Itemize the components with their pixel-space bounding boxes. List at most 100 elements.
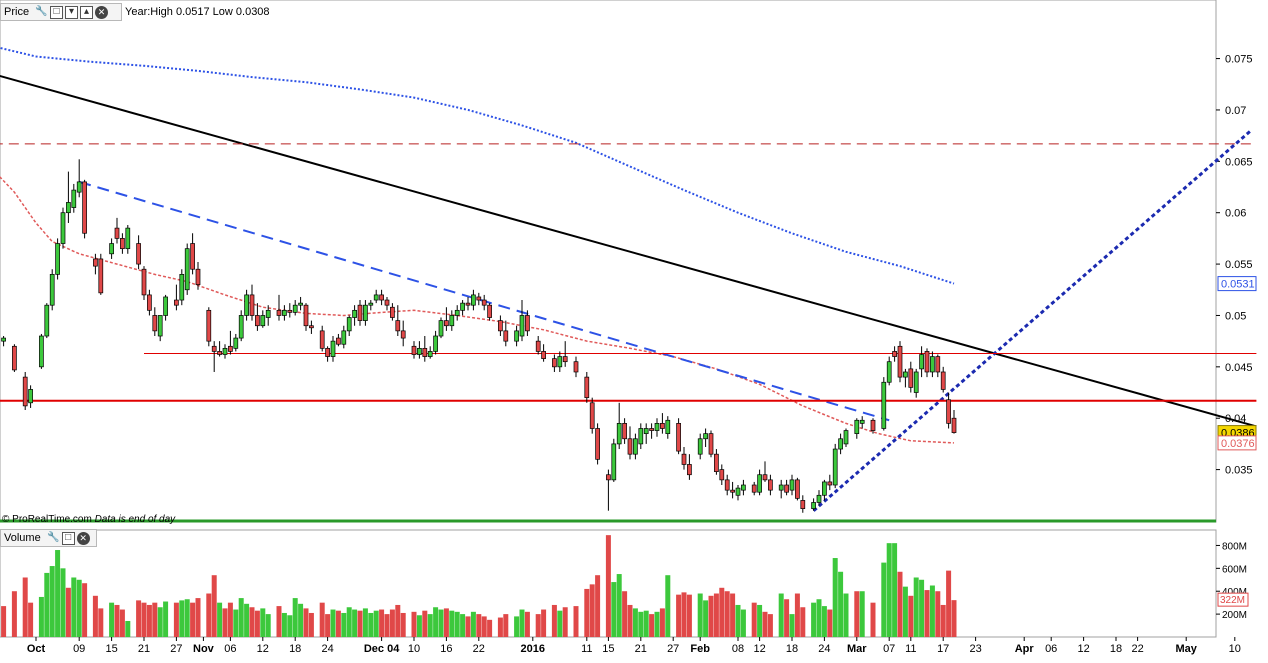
candle-body (379, 294, 384, 301)
candle-body (552, 358, 557, 368)
candle-body (28, 389, 33, 404)
candle-body (660, 423, 665, 429)
volume-bar (811, 602, 817, 637)
candle-body (454, 309, 460, 316)
time-axis-label: 18 (289, 643, 301, 655)
close-icon[interactable]: ✕ (95, 5, 109, 19)
volume-bar (557, 610, 563, 637)
volume-bar (125, 620, 131, 637)
candle-body (476, 296, 482, 301)
year-high-low-stats: Year:High 0.0517 Low 0.0308 (125, 6, 270, 18)
volume-bar (28, 602, 34, 637)
volume-bar (908, 595, 914, 637)
volume-bar (303, 608, 309, 637)
candle-body (832, 448, 838, 486)
time-axis-label: 22 (1131, 643, 1143, 655)
volume-bar (157, 607, 163, 637)
volume-bar (292, 598, 298, 637)
time-axis-label: 10 (408, 643, 420, 655)
candle-body (363, 304, 368, 321)
volume-bar (254, 610, 260, 637)
volume-panel-header: Volume 🔧 □ ✕ (0, 529, 97, 547)
candle-body (417, 347, 422, 355)
candle-body (487, 304, 492, 318)
candle-body (438, 320, 444, 337)
maximize-icon[interactable]: □ (50, 5, 64, 19)
volume-bar (519, 609, 525, 637)
volume-bar (119, 609, 125, 637)
volume-bar (584, 588, 590, 637)
volume-bar (416, 615, 422, 637)
volume-bar (913, 577, 919, 637)
volume-bar (411, 611, 417, 637)
move-up-icon[interactable]: ▴ (80, 5, 94, 19)
candle-body (762, 474, 768, 481)
candle-body (400, 330, 406, 339)
volume-bar (109, 602, 115, 637)
volume-bar (389, 609, 395, 637)
candle-body (498, 320, 503, 332)
candle-body (541, 351, 546, 359)
candle-body (325, 347, 330, 357)
candle-body (433, 335, 438, 352)
candle-body (39, 335, 44, 368)
volume-bar (859, 591, 865, 637)
volume-bar (330, 609, 336, 637)
candle-body (535, 340, 541, 352)
candle-body (76, 181, 82, 193)
volume-bar (800, 607, 806, 637)
candle-body (292, 304, 298, 313)
candle-body (195, 268, 201, 285)
candle-body (265, 309, 271, 318)
volume-bar (352, 609, 358, 637)
price-axis-label: 0.06 (1225, 208, 1246, 220)
candle-body (838, 438, 843, 450)
moving-average-long (0, 46, 955, 285)
candle-body (255, 315, 260, 327)
candle-body (768, 479, 773, 491)
candle-body (573, 361, 579, 373)
volume-bar (146, 604, 152, 637)
candle-body (411, 345, 417, 355)
volume-bar (227, 602, 233, 637)
volume-bar (233, 609, 239, 637)
candle-body (589, 402, 595, 429)
volume-bar (605, 535, 611, 637)
time-axis-label: May (1175, 643, 1197, 655)
volume-bar (627, 604, 633, 637)
volume-bar (789, 614, 795, 637)
time-axis-label: 27 (667, 643, 679, 655)
volume-bar (681, 592, 687, 637)
close-icon[interactable]: ✕ (76, 531, 90, 545)
candle-body (141, 268, 147, 296)
maximize-icon[interactable]: □ (61, 531, 75, 545)
candle-body (55, 243, 60, 275)
candle-body (859, 419, 865, 424)
candle-body (795, 479, 800, 499)
volume-bar (649, 614, 655, 637)
volume-bar (686, 594, 692, 637)
candle-body (298, 302, 303, 306)
candle-body (93, 258, 98, 267)
candle-body (881, 381, 887, 429)
candle-body (49, 274, 55, 306)
candle-body (465, 302, 471, 306)
volume-bar (665, 575, 671, 637)
wrench-icon[interactable]: 🔧 (35, 6, 48, 17)
time-axis-label: 15 (105, 643, 117, 655)
volume-bar (249, 607, 255, 637)
candle-body (919, 354, 924, 370)
price-axis-label: 0.075 (1225, 54, 1253, 66)
volume-bar (55, 550, 61, 637)
time-axis-label: 22 (473, 643, 485, 655)
volume-bar (422, 610, 428, 637)
move-down-icon[interactable]: ▾ (65, 5, 79, 19)
price-axis-label: 0.035 (1225, 465, 1253, 477)
candle-body (60, 212, 66, 244)
candle-body (562, 356, 568, 363)
volume-bar (886, 543, 892, 637)
time-axis-label: 06 (1045, 643, 1057, 655)
wrench-icon[interactable]: 🔧 (46, 532, 60, 543)
time-axis-label: 21 (635, 643, 647, 655)
volume-bar (703, 600, 709, 637)
